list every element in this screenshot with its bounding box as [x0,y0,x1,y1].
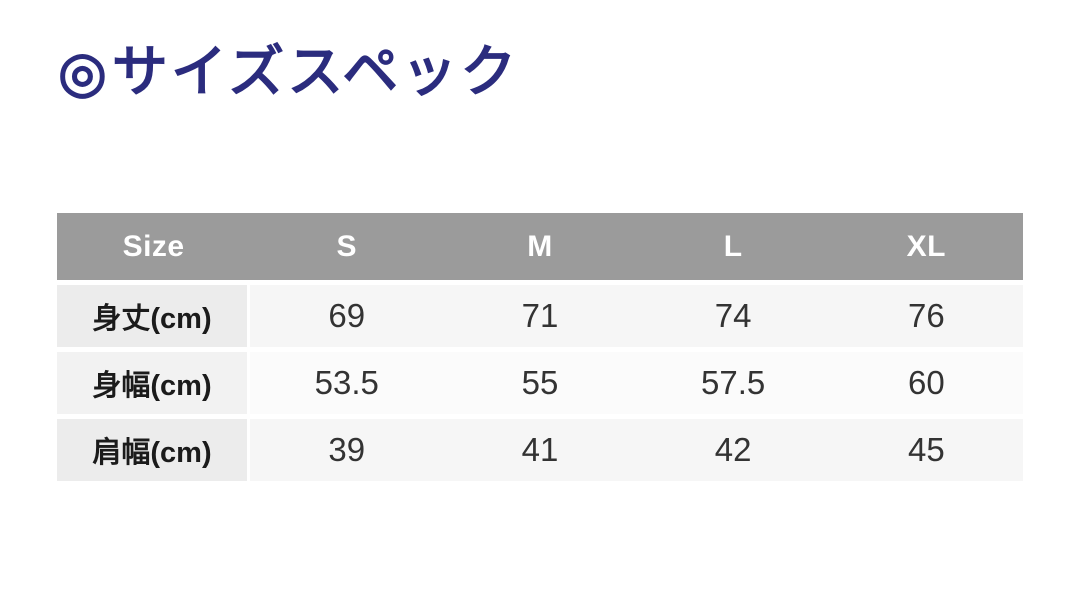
table-row-body-length: 身丈(cm) 69 71 74 76 [57,285,1023,347]
size-spec-table: Size S M L XL 身丈(cm) 69 71 74 76 身幅(cm) … [57,213,1023,481]
value-cell: 69 [328,297,366,334]
table-row-body-width: 身幅(cm) 53.5 55 57.5 60 [57,352,1023,414]
value-cell: 42 [714,431,752,468]
header-cell-s: S [336,229,358,263]
header-cell-m: M [527,229,553,263]
row-label: 身幅(cm) [57,352,247,414]
value-cell: 71 [521,297,559,334]
value-cell: 76 [907,297,945,334]
row-values: 39 41 42 45 [250,419,1023,481]
row-values: 53.5 55 57.5 60 [250,352,1023,414]
header-cell-size: Size [122,229,185,263]
table-header-row: Size S M L XL [57,213,1023,280]
value-cell: 74 [714,297,752,334]
table-row-shoulder-width: 肩幅(cm) 39 41 42 45 [57,419,1023,481]
value-cell: 60 [907,364,945,401]
value-cell: 45 [907,431,945,468]
row-values: 69 71 74 76 [250,285,1023,347]
double-circle-icon: ◎ [58,40,110,103]
value-cell: 55 [521,364,559,401]
page-title-text: サイズスペック [111,40,520,103]
header-cell-l: L [723,229,743,263]
value-cell: 57.5 [701,364,766,401]
value-cell: 53.5 [314,364,379,401]
header-cell-xl: XL [906,229,947,263]
value-cell: 39 [328,431,366,468]
value-cell: 41 [521,431,559,468]
page-title: ◎サイズスペック [58,38,519,105]
row-label: 身丈(cm) [57,285,247,347]
row-label: 肩幅(cm) [57,419,247,481]
